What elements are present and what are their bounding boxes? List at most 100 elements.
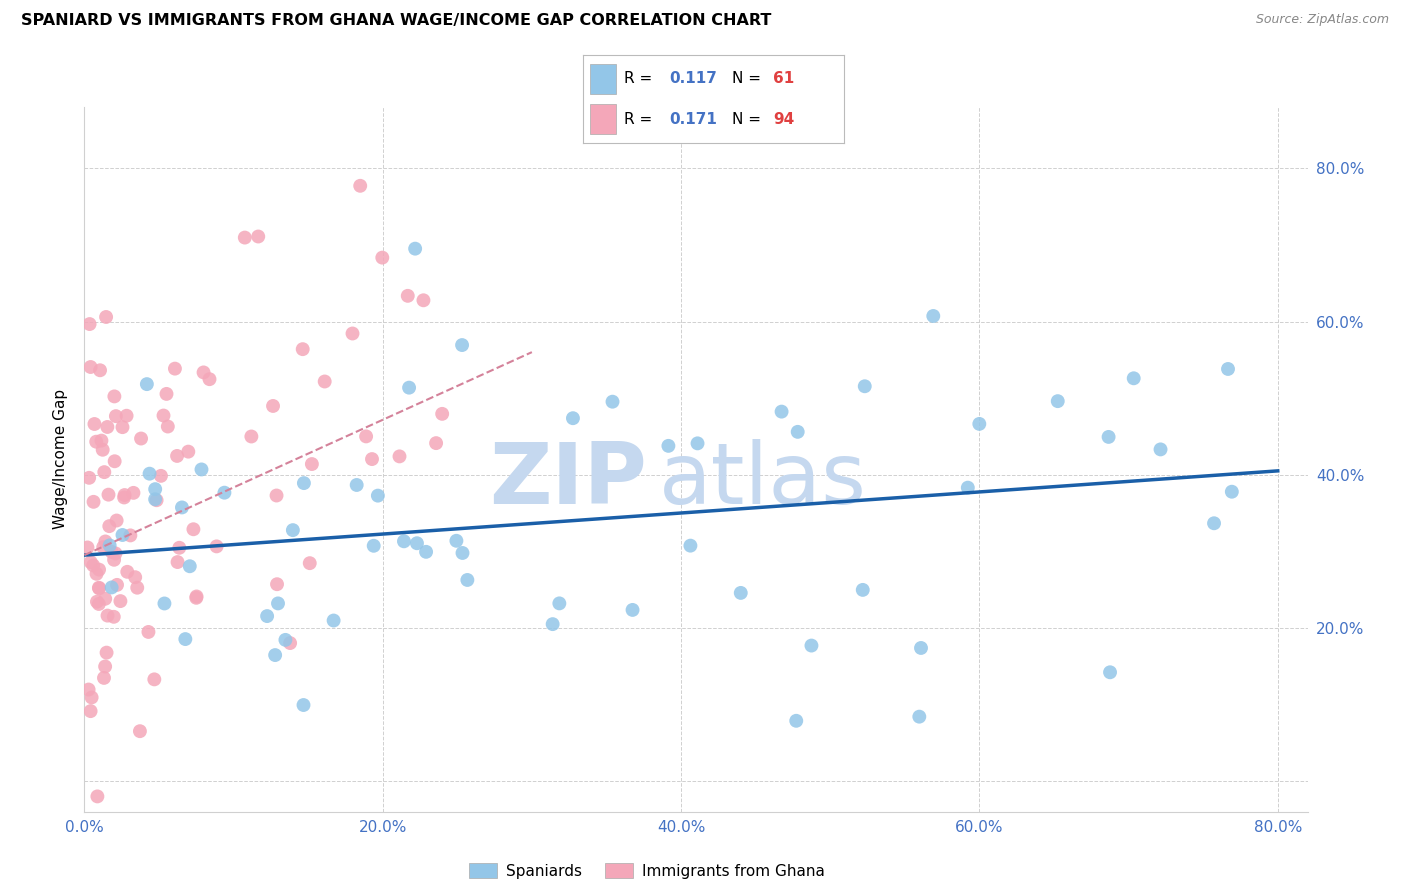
Point <box>112 491 135 505</box>
Point <box>100 581 122 595</box>
Point <box>174 632 197 646</box>
Point <box>186 590 208 604</box>
Point <box>314 375 336 389</box>
Point <box>342 326 364 341</box>
Point <box>922 309 945 323</box>
Point <box>87 563 110 577</box>
Point <box>104 409 127 424</box>
Point <box>93 671 115 685</box>
Point <box>298 556 321 570</box>
Point <box>1149 442 1171 457</box>
Point <box>363 539 385 553</box>
Point <box>94 310 117 324</box>
Point <box>152 409 174 423</box>
Point <box>1216 362 1239 376</box>
Point <box>87 597 110 611</box>
Point <box>91 540 114 554</box>
Point <box>193 366 215 380</box>
Point <box>166 555 188 569</box>
Point <box>404 242 426 256</box>
Point <box>852 582 875 597</box>
Point <box>94 534 117 549</box>
Text: SPANIARD VS IMMIGRANTS FROM GHANA WAGE/INCOME GAP CORRELATION CHART: SPANIARD VS IMMIGRANTS FROM GHANA WAGE/I… <box>21 13 772 29</box>
Point <box>367 489 389 503</box>
Point <box>233 230 256 244</box>
Point <box>602 394 624 409</box>
Point <box>122 486 145 500</box>
Point <box>969 417 991 431</box>
Text: 61: 61 <box>773 71 794 87</box>
Legend: Spaniards, Immigrants from Ghana: Spaniards, Immigrants from Ghana <box>464 857 831 885</box>
Point <box>908 709 931 723</box>
Point <box>371 251 394 265</box>
Point <box>281 523 304 537</box>
Point <box>104 454 127 468</box>
Point <box>956 481 979 495</box>
Point <box>138 624 160 639</box>
Point <box>79 359 101 374</box>
Point <box>143 673 166 687</box>
Point <box>412 293 434 308</box>
Point <box>679 539 702 553</box>
Point <box>110 594 132 608</box>
Point <box>800 639 823 653</box>
Point <box>361 452 384 467</box>
Point <box>406 536 429 550</box>
Point <box>114 488 136 502</box>
Point <box>446 533 468 548</box>
Point <box>170 500 193 515</box>
Text: 0.117: 0.117 <box>669 71 717 87</box>
Point <box>100 545 122 559</box>
Point <box>120 528 142 542</box>
Point <box>103 389 125 403</box>
Point <box>240 429 263 443</box>
Point <box>117 565 139 579</box>
Point <box>97 488 120 502</box>
Point <box>425 436 447 450</box>
Text: atlas: atlas <box>659 439 868 522</box>
Text: 94: 94 <box>773 112 794 127</box>
Point <box>291 342 314 356</box>
Point <box>98 519 121 533</box>
Point <box>77 682 100 697</box>
Point <box>1046 394 1069 409</box>
Point <box>278 636 301 650</box>
Point <box>266 489 288 503</box>
Point <box>292 476 315 491</box>
Point <box>83 417 105 431</box>
Point <box>79 317 101 331</box>
Point <box>548 596 571 610</box>
Point <box>138 467 160 481</box>
Point <box>82 558 104 573</box>
Point <box>1097 430 1119 444</box>
Point <box>89 363 111 377</box>
Point <box>91 442 114 457</box>
Point <box>111 528 134 542</box>
Point <box>79 704 101 718</box>
Point <box>292 698 315 712</box>
Point <box>156 419 179 434</box>
Point <box>135 377 157 392</box>
Point <box>93 465 115 479</box>
Point <box>262 399 284 413</box>
Point <box>103 553 125 567</box>
Point <box>186 591 208 605</box>
Point <box>451 546 474 560</box>
Point <box>169 541 191 555</box>
Point <box>105 514 128 528</box>
Text: R =: R = <box>624 71 657 87</box>
Point <box>76 541 98 555</box>
Point <box>1220 484 1243 499</box>
Point <box>179 559 201 574</box>
Point <box>94 591 117 606</box>
Text: Source: ZipAtlas.com: Source: ZipAtlas.com <box>1256 13 1389 27</box>
Point <box>98 538 121 552</box>
Point <box>354 429 377 443</box>
Point <box>177 444 200 458</box>
Point <box>143 492 166 507</box>
Point <box>143 482 166 496</box>
Point <box>388 450 411 464</box>
Point <box>84 434 107 449</box>
Point <box>1099 665 1122 680</box>
Point <box>94 659 117 673</box>
